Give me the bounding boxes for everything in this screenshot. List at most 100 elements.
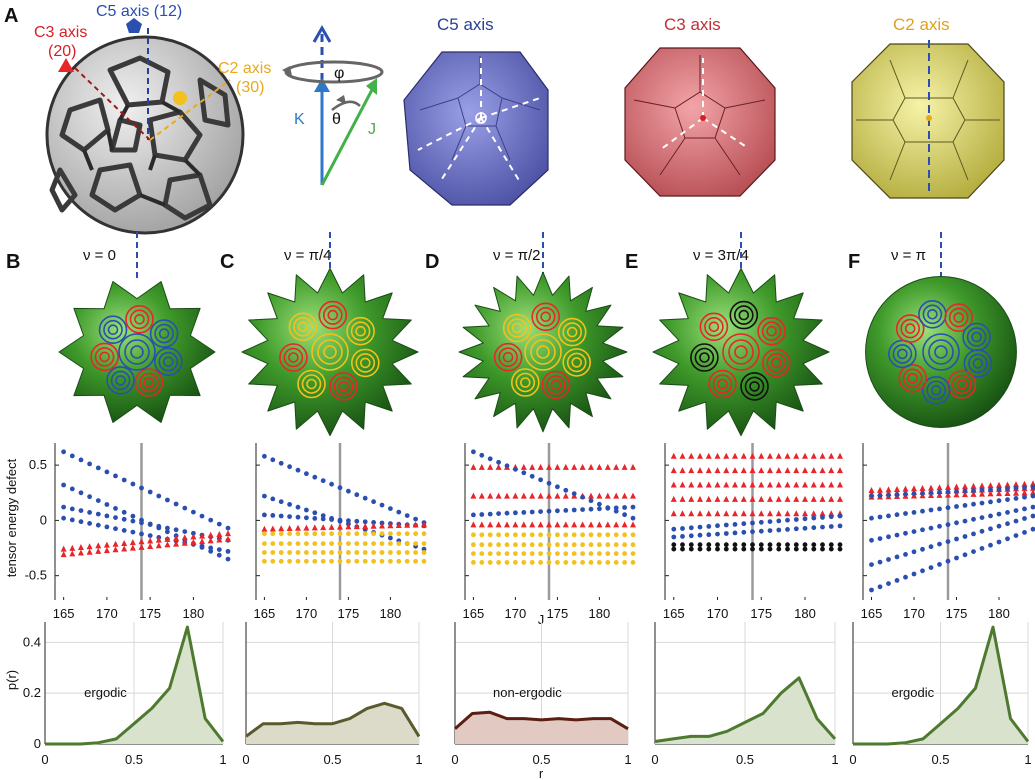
data-point [546, 508, 552, 514]
data-point [262, 512, 267, 518]
data-point [962, 552, 968, 558]
data-point [529, 521, 536, 528]
data-point [1005, 486, 1010, 491]
data-point [362, 522, 369, 529]
data-point [979, 482, 985, 489]
contour-ring [928, 339, 954, 365]
data-point [304, 515, 309, 521]
data-point [320, 550, 326, 555]
data-point [396, 541, 402, 546]
data-point [513, 510, 518, 516]
data-point [1030, 526, 1035, 532]
data-point [811, 525, 817, 531]
data-point [537, 521, 544, 528]
data-point [811, 515, 817, 521]
data-point [479, 560, 485, 565]
data-point [1022, 506, 1027, 512]
data-point [113, 473, 118, 479]
data-point [597, 532, 602, 538]
x-tick-label: 170 [707, 606, 729, 621]
data-point [571, 532, 577, 538]
data-point [811, 542, 817, 548]
data-point [802, 452, 808, 459]
contour-ring [571, 357, 583, 368]
data-point [750, 546, 755, 552]
contour-ring [956, 379, 968, 390]
data-point [741, 529, 747, 535]
data-point [613, 492, 620, 499]
data-point [388, 531, 393, 537]
data-point [353, 523, 360, 530]
data-point [979, 528, 985, 534]
data-point [388, 558, 393, 564]
contour-ring [892, 344, 913, 364]
data-point [121, 528, 127, 533]
data-point [945, 539, 951, 544]
data-point [911, 529, 917, 534]
data-point [225, 525, 231, 531]
data-point [630, 532, 636, 538]
data-point [1004, 481, 1011, 488]
contour-ring [297, 321, 309, 333]
data-point [819, 452, 826, 459]
data-point [793, 542, 799, 548]
data-point [496, 532, 501, 538]
data-point [697, 546, 703, 552]
data-point [869, 493, 874, 499]
x-tick-label: 165 [861, 606, 883, 621]
data-point [793, 546, 799, 552]
data-point [894, 578, 900, 583]
data-point [697, 510, 703, 517]
data-point [388, 541, 393, 546]
data-point [988, 542, 993, 548]
data-point [784, 467, 791, 474]
data-point [329, 531, 334, 537]
data-point [820, 515, 825, 520]
data-point [1022, 485, 1027, 491]
data-point [714, 510, 721, 517]
data-point [819, 495, 826, 502]
x-tick-label: 180 [794, 606, 816, 621]
data-point [278, 550, 284, 555]
contour-ring [729, 300, 759, 330]
data-point [758, 467, 765, 474]
data-point [546, 521, 552, 528]
data-point [312, 558, 318, 564]
data-point [379, 550, 385, 555]
data-point [758, 452, 765, 459]
data-point [750, 542, 755, 548]
y-tick-label: -0.5 [25, 568, 47, 583]
contour-ring [722, 333, 760, 371]
data-point [546, 542, 552, 548]
x-tick-label: 1 [624, 752, 631, 767]
x-tick-label: 0 [651, 752, 658, 767]
data-point [767, 519, 773, 524]
data-point [903, 491, 908, 497]
data-point [191, 530, 196, 536]
data-point [104, 513, 110, 519]
data-point [104, 502, 110, 507]
data-point [1005, 510, 1010, 515]
data-point [767, 495, 773, 502]
data-point [512, 492, 519, 499]
data-point [571, 463, 578, 470]
j-vector-label: J [368, 121, 376, 138]
data-point [979, 515, 985, 520]
data-point [714, 481, 721, 488]
data-point [320, 541, 326, 546]
data-point [77, 549, 84, 556]
data-point [345, 523, 352, 530]
data-point [354, 550, 360, 555]
data-point [61, 449, 66, 455]
data-point [571, 560, 577, 565]
contour-ring [350, 348, 380, 378]
data-point [538, 532, 543, 538]
data-point [155, 536, 162, 543]
data-point [320, 513, 326, 518]
data-point [529, 492, 536, 499]
data-point [471, 532, 476, 538]
data-point [811, 546, 817, 552]
data-point [413, 550, 418, 555]
data-point [225, 530, 231, 537]
scatter-panel-f: 165 170 175 180 [861, 443, 1035, 621]
